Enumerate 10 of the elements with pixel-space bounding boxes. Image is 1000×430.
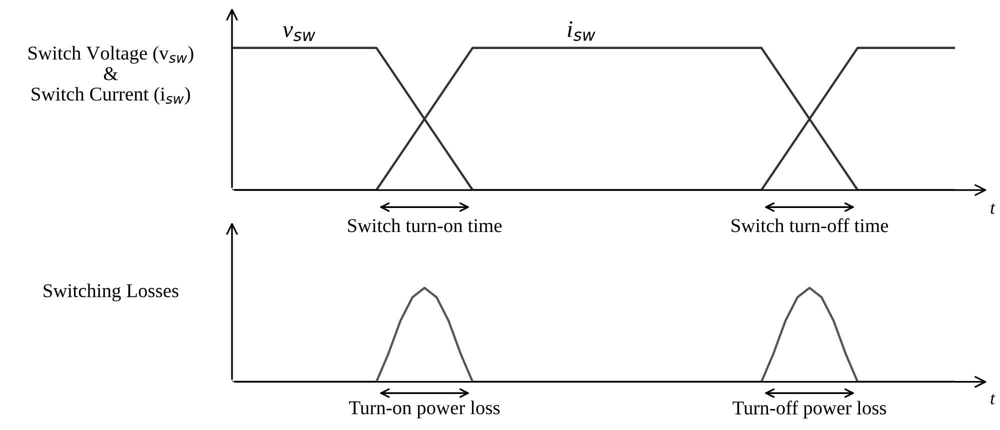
- text: Turn-off power loss: [732, 400, 886, 418]
- text: Switch turn-off time: [732, 218, 888, 232]
- series-label: i$_{sw}$: [568, 21, 596, 42]
- text: Switch turn-on time: [348, 218, 502, 232]
- x-axis-title: t: [990, 394, 996, 404]
- text: Turn-on power loss: [349, 400, 500, 418]
- y-axis-title: Switching Losses: [44, 284, 178, 302]
- series-label: v$_{sw}$: [282, 26, 316, 42]
- text: Switch Voltage (v$_{sw}$) & Switch Current (i$_{sw}$): [28, 46, 194, 105]
- x-axis-title: t: [990, 204, 996, 214]
